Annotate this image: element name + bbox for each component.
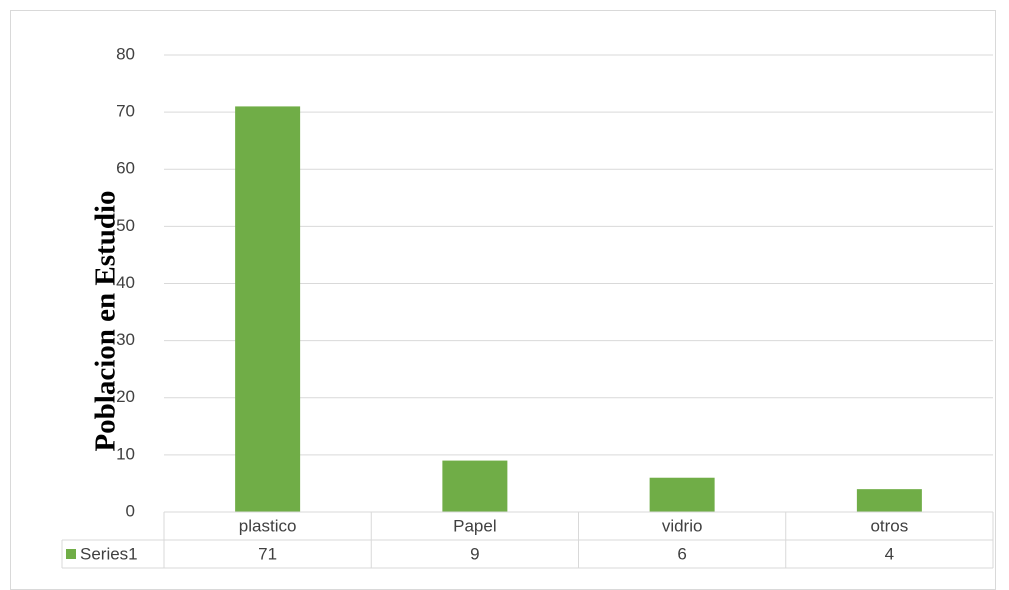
y-axis-label: Poblacion en Estudio — [90, 190, 122, 451]
y-tick-label: 50 — [116, 216, 135, 235]
data-table: plastico Papel vidrio otros Series1 71 9 6 4 — [61, 511, 994, 569]
bars — [235, 106, 922, 512]
y-tick-label: 10 — [116, 444, 135, 463]
data-table-value: 6 — [677, 544, 686, 563]
data-table-value: 9 — [470, 544, 479, 563]
y-tick-label: 20 — [116, 387, 135, 406]
category-label: otros — [870, 516, 908, 535]
category-label: Papel — [453, 516, 496, 535]
bar-plastico — [235, 106, 301, 512]
bar-otros — [856, 489, 922, 512]
category-label: vidrio — [662, 516, 703, 535]
legend-key — [66, 549, 76, 559]
y-tick-label: 40 — [116, 273, 135, 292]
category-label: plastico — [239, 516, 297, 535]
legend-series-name: Series1 — [80, 544, 138, 563]
y-tick-label: 30 — [116, 330, 135, 349]
y-tick-label: 0 — [126, 501, 135, 520]
data-table-value: 71 — [258, 544, 277, 563]
y-tick-label: 80 — [116, 44, 135, 63]
y-tick-label: 60 — [116, 159, 135, 178]
bar-vidrio — [649, 477, 715, 512]
data-table-value: 4 — [885, 544, 894, 563]
y-tick-labels: 0 10 20 30 40 50 60 70 80 — [116, 44, 135, 520]
bar-Papel — [442, 460, 508, 512]
y-tick-label: 70 — [116, 102, 135, 121]
